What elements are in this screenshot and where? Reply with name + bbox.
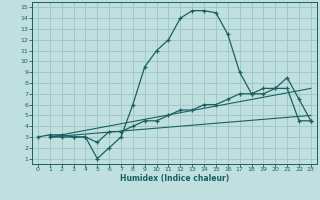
X-axis label: Humidex (Indice chaleur): Humidex (Indice chaleur) — [120, 174, 229, 183]
